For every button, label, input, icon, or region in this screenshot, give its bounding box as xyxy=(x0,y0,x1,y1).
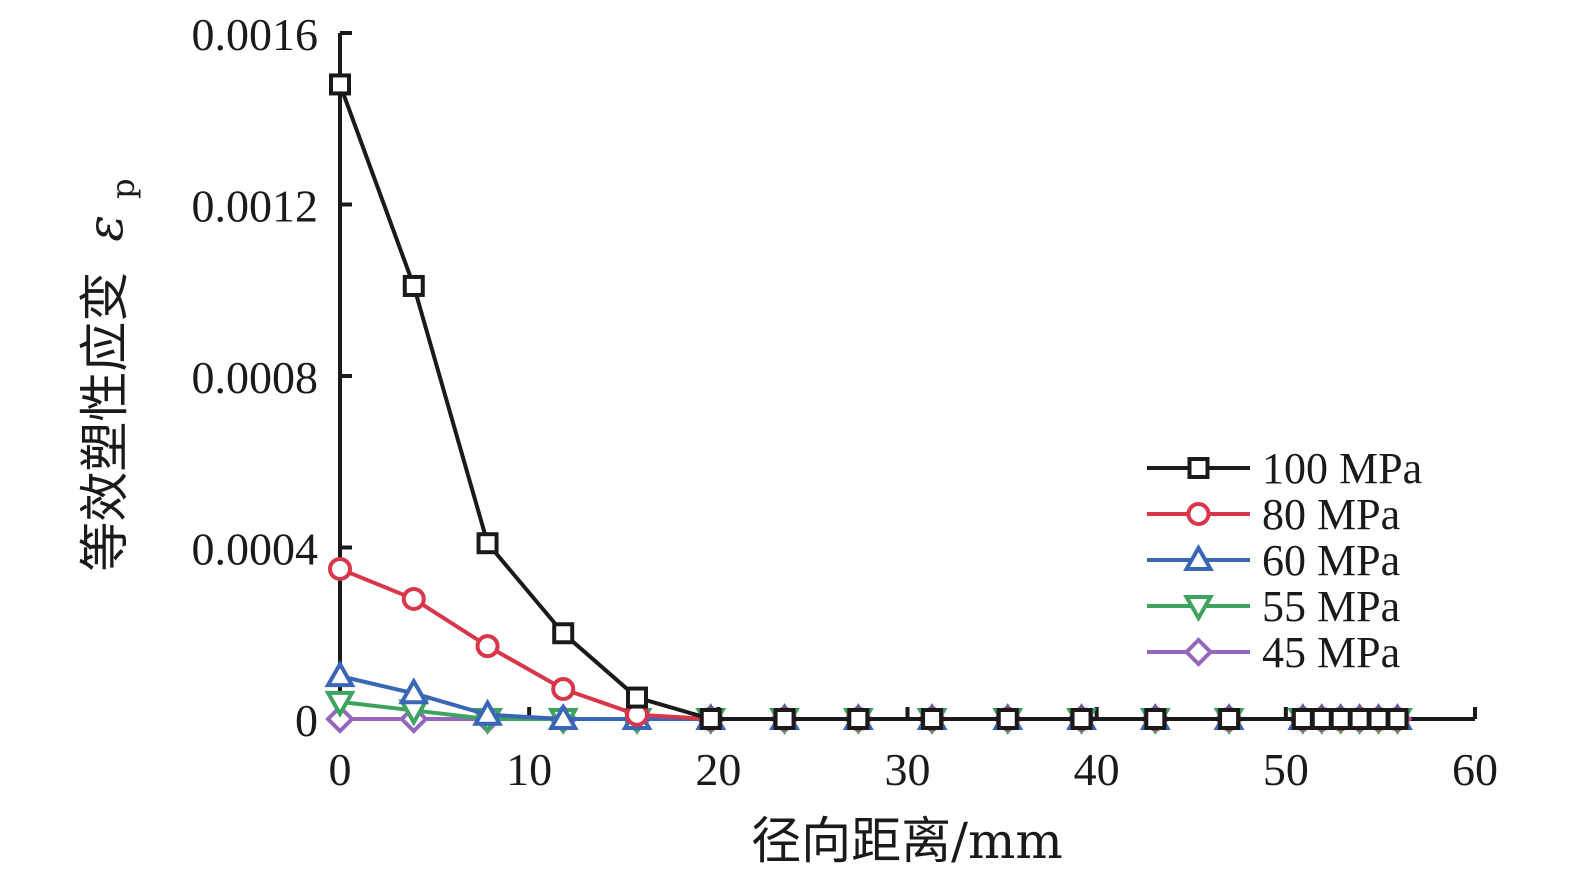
data-point xyxy=(1348,708,1371,730)
legend-marker xyxy=(1183,637,1214,667)
y-tick-label: 0.0012 xyxy=(192,181,319,232)
y-tick-label: 0.0016 xyxy=(192,9,319,60)
data-point xyxy=(1070,708,1093,730)
x-tick-label: 50 xyxy=(1263,744,1309,795)
legend-marker xyxy=(1183,595,1214,623)
series-line xyxy=(338,83,1398,721)
data-point xyxy=(475,634,500,659)
data-point xyxy=(552,622,575,645)
data-point xyxy=(1310,708,1333,730)
data-point xyxy=(1367,708,1390,730)
series-100-mpa xyxy=(329,73,1409,730)
data-point xyxy=(324,690,356,718)
data-point xyxy=(551,676,576,701)
legend-marker xyxy=(1186,502,1211,526)
x-tick-label: 0 xyxy=(329,744,352,795)
legend-item: 55 MPa xyxy=(1147,582,1400,631)
data-point xyxy=(1218,708,1241,730)
data-point xyxy=(699,708,722,730)
legend-item: 60 MPa xyxy=(1147,536,1400,585)
data-point xyxy=(401,586,426,611)
data-point xyxy=(773,708,796,730)
y-tick-label: 0.0004 xyxy=(192,524,319,575)
data-point xyxy=(847,708,870,730)
data-point xyxy=(1329,708,1352,730)
legend-marker xyxy=(1183,543,1214,571)
legend-label: 60 MPa xyxy=(1262,536,1400,585)
legend-label: 100 MPa xyxy=(1262,444,1422,493)
x-tick-label: 60 xyxy=(1452,744,1498,795)
x-axis-title: 径向距离/mm xyxy=(751,812,1063,870)
y-tick-label: 0 xyxy=(295,695,318,746)
y-axis-title-text: 等效塑性应变 xyxy=(76,272,134,572)
y-tick-label: 0.0008 xyxy=(192,352,319,403)
data-point xyxy=(398,677,430,705)
data-point xyxy=(1291,708,1314,730)
data-point xyxy=(547,702,579,730)
data-point xyxy=(472,698,503,726)
data-point xyxy=(329,73,351,96)
data-point xyxy=(996,708,1019,730)
y-axis-title-subscript: p xyxy=(104,178,142,198)
legend-marker xyxy=(1187,457,1210,479)
y-axis-title: 等效塑性应变 ε p xyxy=(76,178,142,571)
legend-item: 80 MPa xyxy=(1147,490,1400,539)
legend-item: 100 MPa xyxy=(1147,444,1422,493)
legend-label: 55 MPa xyxy=(1262,582,1400,631)
series-80-mpa xyxy=(328,556,1410,731)
x-tick-label: 20 xyxy=(695,744,741,795)
data-point xyxy=(921,708,944,730)
data-point xyxy=(324,660,356,688)
y-axis-title-symbol: ε xyxy=(76,215,134,242)
data-point xyxy=(1386,708,1409,730)
legend-item: 45 MPa xyxy=(1147,628,1400,677)
legend-label: 80 MPa xyxy=(1262,490,1400,539)
x-tick-label: 30 xyxy=(885,744,931,795)
data-point xyxy=(325,704,355,734)
data-point xyxy=(328,556,352,581)
data-point xyxy=(1144,708,1167,730)
legend-label: 45 MPa xyxy=(1262,628,1400,677)
data-point xyxy=(476,532,499,555)
data-point xyxy=(402,274,425,297)
axes: 0 10 20 30 40 50 60 0 0.0004 0.0008 0.0012 0.0016 xyxy=(192,9,1499,795)
x-tick-label: 10 xyxy=(506,744,552,795)
x-tick-label: 40 xyxy=(1074,744,1120,795)
data-point xyxy=(625,686,648,709)
plot-area xyxy=(324,73,1413,736)
